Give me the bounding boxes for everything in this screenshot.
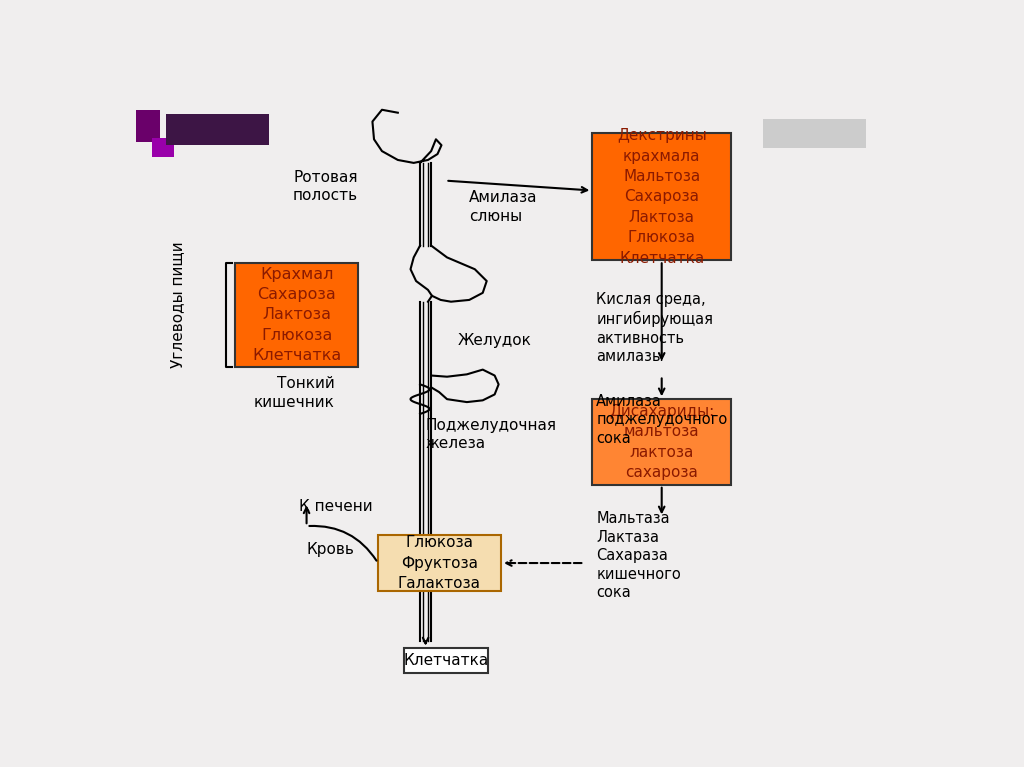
Text: Желудок: Желудок [458,333,531,347]
Text: Ротовая
полость: Ротовая полость [293,170,358,203]
Text: Кислая среда,
ингибирующая
активность
амилазы: Кислая среда, ингибирующая активность ам… [596,292,714,364]
Text: Клетчатка: Клетчатка [403,653,488,668]
FancyBboxPatch shape [763,119,866,148]
Text: Декстрины
крахмала
Мальтоза
Сахароза
Лактоза
Глюкоза
Клетчатка: Декстрины крахмала Мальтоза Сахароза Лак… [616,128,707,265]
FancyBboxPatch shape [152,138,174,157]
Text: Крахмал
Сахароза
Лактоза
Глюкоза
Клетчатка: Крахмал Сахароза Лактоза Глюкоза Клетчат… [252,267,341,364]
FancyBboxPatch shape [592,399,731,485]
Text: Амилаза
поджелудочного
сока: Амилаза поджелудочного сока [596,393,727,446]
FancyBboxPatch shape [136,110,160,142]
Text: Тонкий
кишечник: Тонкий кишечник [254,377,334,410]
FancyBboxPatch shape [404,648,487,673]
Text: Глюкоза
Фруктоза
Галактоза: Глюкоза Фруктоза Галактоза [398,535,481,591]
Text: К печени: К печени [299,499,373,514]
FancyBboxPatch shape [378,535,501,591]
FancyBboxPatch shape [166,114,269,145]
Text: Углеводы пищи: Углеводы пищи [170,242,184,368]
Text: Дисахариды:
мальтоза
лактоза
сахароза: Дисахариды: мальтоза лактоза сахароза [609,404,715,480]
FancyBboxPatch shape [592,133,731,260]
Text: Мальтаза
Лактаза
Сахараза
кишечного
сока: Мальтаза Лактаза Сахараза кишечного сока [596,511,681,601]
FancyBboxPatch shape [236,263,358,367]
Text: Поджелудочная
железа: Поджелудочная железа [426,418,557,452]
Text: Амилаза
слюны: Амилаза слюны [469,190,538,224]
Text: Кровь: Кровь [306,542,354,558]
